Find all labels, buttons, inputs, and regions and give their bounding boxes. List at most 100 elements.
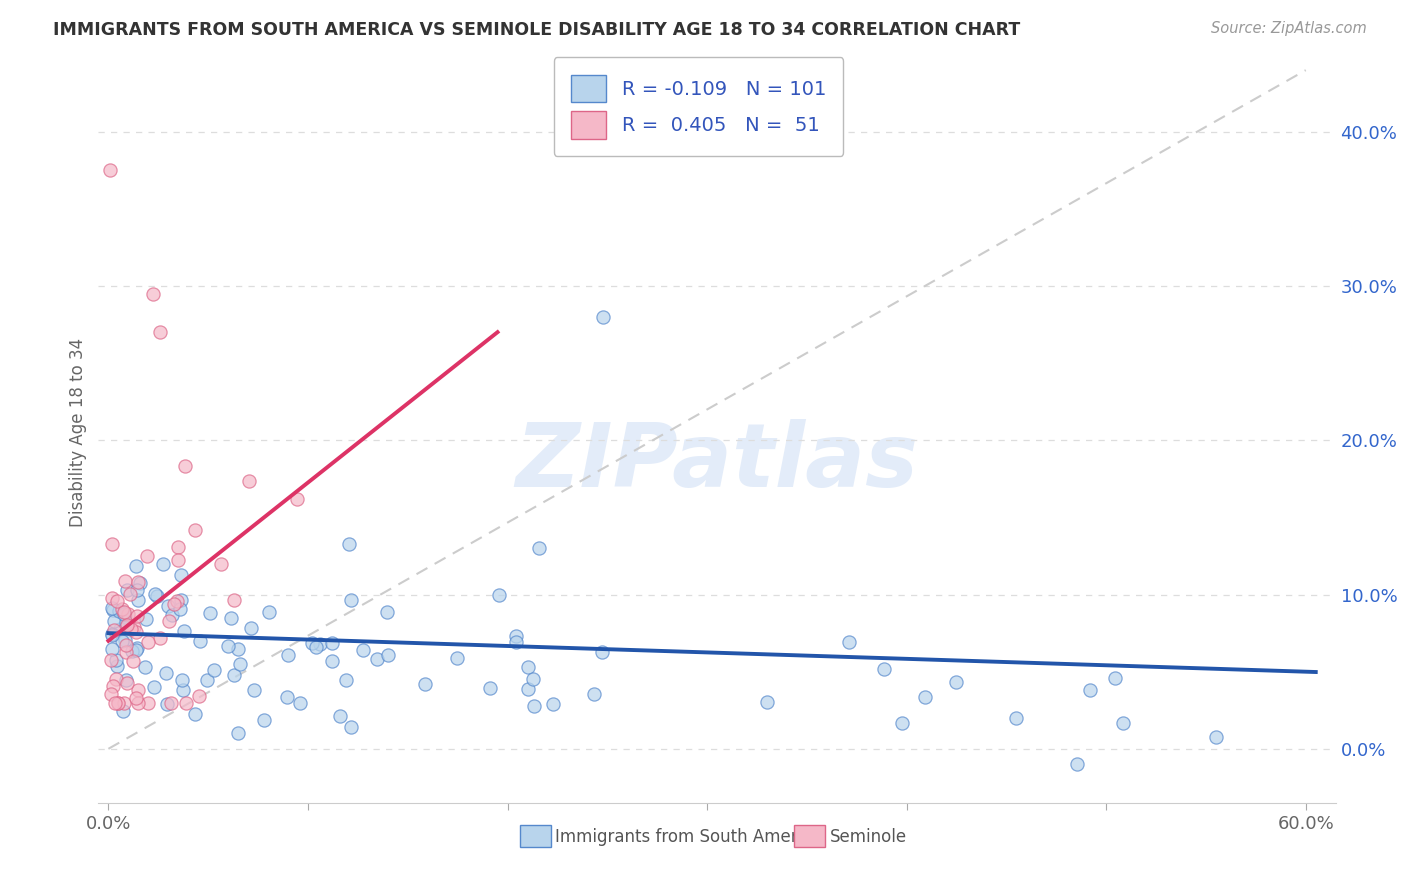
Point bbox=[366, 652, 388, 666]
Point bbox=[142, 681, 165, 695]
Point bbox=[115, 676, 138, 690]
Point bbox=[838, 635, 860, 649]
Point bbox=[184, 523, 207, 537]
Point bbox=[160, 696, 183, 710]
Point bbox=[149, 631, 172, 645]
Point bbox=[340, 720, 363, 734]
Point bbox=[488, 588, 510, 602]
Point bbox=[101, 642, 124, 657]
Point bbox=[115, 617, 138, 632]
Point bbox=[112, 607, 135, 622]
Point bbox=[1104, 671, 1126, 685]
Point bbox=[226, 725, 249, 739]
Point bbox=[527, 541, 550, 556]
Point bbox=[1066, 756, 1088, 771]
Point bbox=[100, 687, 122, 701]
Text: Source: ZipAtlas.com: Source: ZipAtlas.com bbox=[1211, 21, 1367, 36]
Point bbox=[591, 645, 613, 659]
Point bbox=[125, 609, 148, 624]
Point bbox=[914, 690, 936, 705]
Point bbox=[209, 557, 232, 571]
Point bbox=[125, 690, 148, 705]
Point bbox=[375, 606, 398, 620]
Point bbox=[1205, 730, 1227, 744]
Point bbox=[142, 286, 165, 301]
Point bbox=[522, 673, 544, 687]
Point bbox=[505, 629, 527, 643]
Point bbox=[120, 587, 142, 601]
Point bbox=[114, 638, 136, 652]
Point bbox=[107, 696, 129, 710]
Point bbox=[285, 492, 308, 507]
Point bbox=[100, 653, 122, 667]
Point bbox=[114, 609, 136, 624]
Point bbox=[170, 593, 193, 607]
Point bbox=[127, 583, 149, 598]
Point bbox=[101, 537, 124, 551]
Point bbox=[582, 687, 605, 701]
Point bbox=[121, 644, 143, 658]
Point bbox=[222, 668, 245, 682]
Point bbox=[257, 605, 280, 619]
Point bbox=[172, 683, 194, 698]
Point bbox=[222, 593, 245, 607]
Point bbox=[277, 648, 299, 663]
Point bbox=[127, 641, 149, 656]
Point bbox=[115, 645, 138, 659]
Point bbox=[243, 683, 266, 698]
Point bbox=[155, 665, 177, 680]
Point bbox=[516, 659, 538, 673]
Point bbox=[377, 648, 399, 663]
Point bbox=[101, 680, 124, 694]
Point bbox=[167, 541, 190, 555]
Point bbox=[305, 640, 328, 654]
Point bbox=[1078, 682, 1101, 697]
Point bbox=[115, 673, 138, 687]
Point bbox=[170, 567, 193, 582]
Point bbox=[219, 611, 242, 625]
Point bbox=[195, 673, 218, 688]
Point bbox=[114, 615, 136, 629]
Point bbox=[104, 696, 127, 710]
Point bbox=[136, 696, 159, 710]
Point bbox=[446, 650, 468, 665]
Point bbox=[173, 624, 195, 638]
Point bbox=[100, 163, 122, 178]
Point bbox=[114, 632, 136, 647]
Point bbox=[170, 673, 193, 688]
Point bbox=[146, 589, 169, 603]
Point bbox=[337, 537, 360, 551]
Point bbox=[413, 676, 436, 690]
Point bbox=[339, 593, 361, 607]
Point bbox=[321, 636, 343, 650]
Point bbox=[149, 326, 172, 340]
Point bbox=[166, 552, 188, 566]
Point bbox=[945, 674, 967, 689]
Text: ZIPatlas: ZIPatlas bbox=[516, 418, 918, 506]
Point bbox=[127, 696, 149, 710]
Point bbox=[112, 605, 135, 619]
Point bbox=[174, 696, 197, 710]
Point bbox=[101, 601, 124, 615]
Point bbox=[240, 621, 263, 635]
Point bbox=[157, 614, 180, 628]
Point bbox=[173, 459, 195, 474]
Point bbox=[107, 696, 129, 710]
Point bbox=[111, 602, 134, 616]
Legend: R = -0.109   N = 101, R =  0.405   N =  51: R = -0.109 N = 101, R = 0.405 N = 51 bbox=[554, 57, 844, 156]
Point bbox=[103, 615, 125, 629]
Point bbox=[103, 623, 125, 637]
Point bbox=[335, 673, 357, 687]
Point bbox=[105, 659, 128, 673]
Point bbox=[1112, 715, 1135, 730]
Point bbox=[127, 593, 149, 607]
Text: Immigrants from South America: Immigrants from South America bbox=[555, 828, 823, 846]
Point bbox=[523, 698, 546, 713]
Point bbox=[226, 642, 249, 657]
Point bbox=[160, 607, 183, 622]
Point bbox=[156, 697, 179, 711]
Point bbox=[873, 662, 896, 676]
Point bbox=[134, 660, 156, 674]
Point bbox=[517, 681, 540, 696]
Point bbox=[100, 591, 122, 605]
